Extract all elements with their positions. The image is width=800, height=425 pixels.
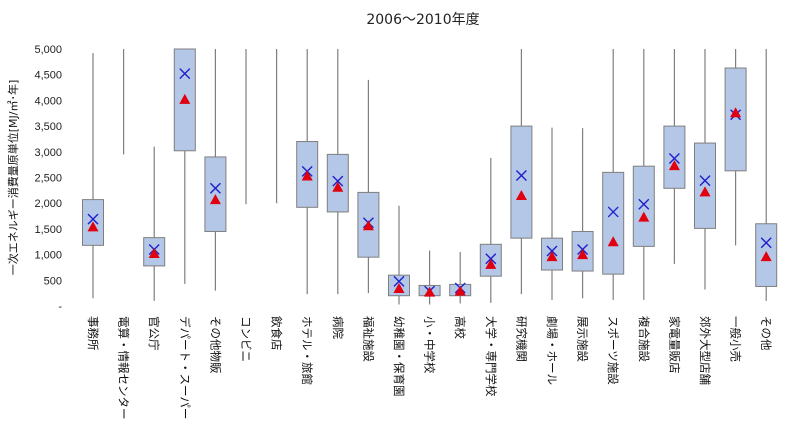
x-axis-labels: 事務所 電算・情報センター 官公庁 デパート・スーパー その他物販 コンビニ 飲食店 ホテル・… [86, 316, 773, 420]
median-marker [332, 181, 344, 192]
median-marker [179, 93, 191, 104]
box-iqr [632, 165, 655, 247]
mean-marker [668, 152, 680, 164]
box-group [541, 127, 563, 300]
box-group [204, 49, 227, 291]
median-marker [209, 194, 221, 205]
y-tick-label: 3,000 [34, 147, 62, 159]
box-iqr [510, 125, 533, 239]
box-group [82, 53, 104, 299]
x-tick-label: 事務所 [86, 316, 100, 351]
box-group [479, 157, 502, 303]
x-tick-label: ホテル・旅館 [300, 316, 314, 385]
x-tick-label: 病院 [331, 316, 345, 339]
median-marker [607, 236, 619, 247]
y-tick-label: 2,000 [34, 198, 62, 210]
box-group [418, 250, 441, 305]
mean-marker [393, 275, 405, 287]
x-tick-label: その他 [759, 316, 773, 351]
mean-marker [699, 175, 711, 187]
median-marker [454, 285, 466, 296]
y-tick-label: 5,000 [34, 44, 62, 56]
median-marker [730, 107, 742, 118]
mean-marker [638, 198, 650, 210]
x-tick-label: 劇場・ホール [545, 316, 559, 385]
box-group [326, 49, 349, 295]
x-tick-label: 家電量販店 [667, 316, 681, 374]
x-tick-label: 一般小売 [729, 316, 743, 362]
box-group [602, 49, 625, 300]
mean-marker [87, 213, 99, 225]
x-tick-label: 福祉施設 [361, 316, 375, 362]
y-tick-label: - [58, 301, 62, 313]
y-axis-label: 一次エネルギー消費量原単位[MJ/㎡･年] [6, 80, 20, 276]
y-tick-label: 3,500 [34, 121, 62, 133]
median-marker [699, 186, 711, 197]
x-tick-label: 飲食店 [270, 316, 284, 351]
box-iqr [663, 125, 686, 189]
median-marker [424, 286, 436, 297]
box-group [296, 49, 319, 295]
box-iqr [724, 67, 747, 172]
mean-marker [760, 237, 772, 249]
box-iqr [694, 142, 716, 229]
box-group [510, 49, 533, 295]
y-axis: - 500 1,000 1,500 2,000 2,500 3,000 3,500 4,000 4… [34, 44, 62, 313]
median-marker [668, 160, 680, 171]
x-tick-label: 小・中学校 [423, 316, 437, 374]
y-tick-label: 1,000 [34, 250, 62, 262]
median-marker [393, 283, 405, 294]
median-marker [515, 189, 527, 200]
median-marker [87, 221, 99, 232]
mean-marker [209, 182, 221, 194]
median-marker [301, 170, 313, 181]
box-group [388, 205, 410, 305]
box-group [632, 49, 655, 300]
box-group [357, 79, 380, 294]
box-group [449, 252, 472, 304]
boxes-layer [82, 48, 778, 305]
x-tick-label: 研究機関 [514, 316, 528, 362]
box-group [663, 49, 686, 264]
box-group [724, 49, 747, 246]
x-tick-label: その他物販 [208, 316, 222, 374]
mean-marker [515, 169, 527, 181]
x-tick-label: 展示施設 [576, 316, 590, 362]
median-marker [546, 251, 558, 262]
median-marker [148, 248, 160, 259]
y-tick-label: 500 [44, 275, 62, 287]
x-tick-label: 官公庁 [147, 316, 161, 351]
median-marker [362, 220, 374, 231]
x-tick-label: 郊外大型店舗 [698, 316, 712, 385]
x-tick-label: 幼稚園・保育園 [392, 316, 406, 397]
y-tick-label: 4,000 [34, 95, 62, 107]
x-tick-label: スポーツ施設 [606, 316, 620, 385]
y-tick-label: 1,500 [34, 224, 62, 236]
box-group [571, 128, 594, 299]
y-tick-label: 4,500 [34, 70, 62, 82]
mean-marker [485, 253, 497, 265]
box-group [173, 48, 196, 284]
mean-marker [546, 245, 558, 257]
median-marker [577, 249, 589, 260]
box-group [755, 49, 778, 301]
y-tick-label: 2,500 [34, 173, 62, 185]
x-tick-label: 高校 [453, 316, 467, 339]
box-iqr [602, 171, 625, 275]
median-marker [638, 211, 650, 222]
chart-title: 2006〜2010年度 [366, 12, 479, 28]
x-tick-label: 電算・情報センター [117, 316, 131, 420]
x-tick-label: デパート・スーパー [178, 316, 192, 419]
mean-marker [179, 68, 191, 80]
x-tick-label: コンビニ [239, 316, 253, 362]
median-marker [485, 258, 497, 269]
x-tick-label: 複合施設 [637, 316, 651, 362]
median-marker [760, 251, 772, 262]
mean-marker [607, 206, 619, 218]
box-group [143, 146, 166, 301]
x-tick-label: 大学・専門学校 [484, 316, 498, 397]
box-group [694, 49, 716, 290]
mean-marker [332, 175, 344, 187]
